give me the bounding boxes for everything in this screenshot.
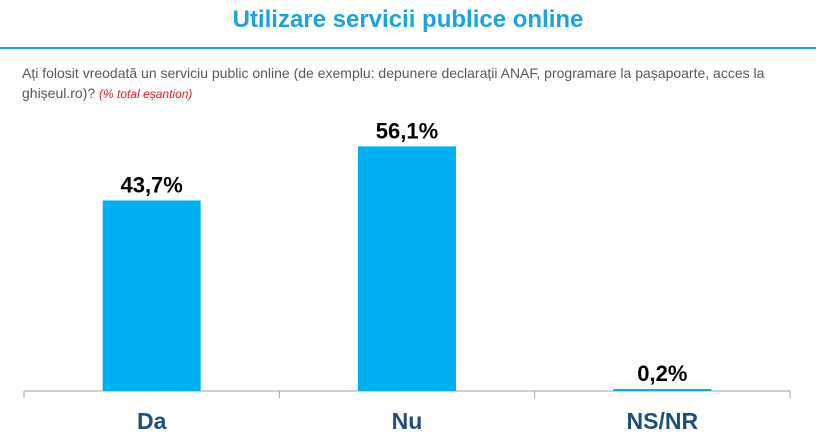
category-label: Da [137,408,167,434]
question-text: Ați folosit vreodată un serviciu public … [22,65,765,101]
bar-da [102,200,201,391]
sample-note: (% total eșantion) [99,87,193,101]
bar-ns-nr [613,389,712,391]
bar-nu [358,146,456,391]
title-divider [0,47,816,49]
data-label: 56,1% [376,118,438,143]
data-label: 43,7% [120,172,182,197]
page-title: Utilizare servicii publice online [232,6,584,33]
survey-question: Ați folosit vreodată un serviciu public … [22,63,812,104]
category-label: NS/NR [627,408,699,434]
category-label: Nu [392,408,423,434]
data-label: 0,2% [637,361,687,386]
